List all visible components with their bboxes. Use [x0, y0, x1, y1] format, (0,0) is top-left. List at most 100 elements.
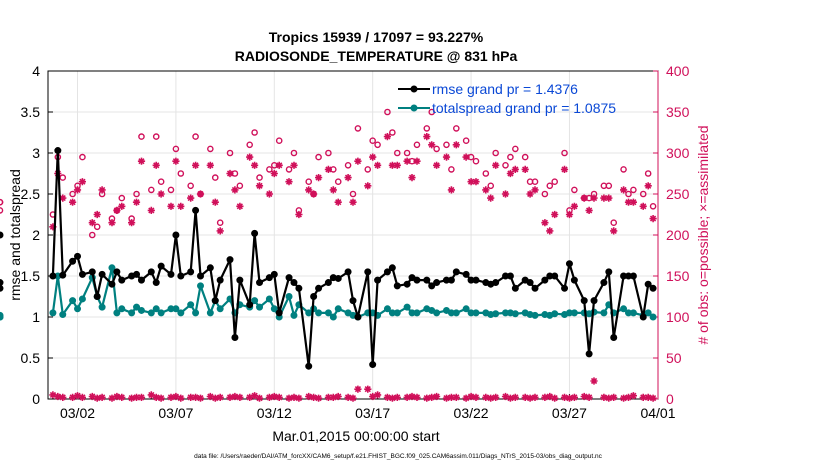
totalspread-point: [128, 309, 136, 317]
rejected-obs-marker: [118, 393, 126, 401]
totalspread-point: [452, 309, 460, 317]
rmse-point: [580, 297, 588, 305]
rejected-obs-marker: [132, 393, 141, 401]
rejected-obs-marker: [172, 392, 180, 401]
totalspread-point: [393, 309, 401, 317]
assimilated-obs-marker: [551, 210, 559, 219]
rejected-obs-marker: [192, 393, 200, 401]
rmse-point: [600, 279, 608, 287]
assimilated-obs-marker: [482, 186, 490, 194]
possible-obs-marker: [428, 108, 436, 116]
possible-obs-marker: [133, 190, 140, 198]
totalspread-point: [462, 305, 470, 313]
totalspread-point: [383, 305, 391, 313]
possible-obs-marker: [443, 141, 450, 149]
rejected-obs-marker: [580, 392, 588, 401]
possible-obs-marker: [403, 149, 411, 157]
rmse-point: [374, 276, 382, 284]
assimilated-obs-marker: [506, 169, 514, 178]
possible-obs-marker: [0, 198, 4, 206]
possible-obs-marker: [433, 145, 440, 153]
totalspread-point: [620, 305, 628, 313]
assimilated-obs-marker: [49, 223, 57, 231]
rejected-obs-marker: [54, 392, 62, 401]
possible-obs-marker: [305, 178, 313, 185]
y-tick-label: 1.5: [21, 268, 41, 284]
rejected-obs-marker: [541, 393, 549, 401]
possible-obs-marker: [610, 219, 618, 226]
assimilated-obs-marker: [98, 186, 106, 194]
assimilated-obs-marker: [167, 202, 175, 210]
assimilated-obs-marker: [113, 206, 121, 214]
x-tick-label: 03/17: [355, 405, 390, 421]
totalspread-point: [290, 311, 298, 319]
assimilated-obs-marker: [374, 161, 382, 169]
totalspread-point: [413, 309, 421, 317]
assimilated-obs-marker: [132, 198, 141, 206]
possible-obs-marker: [630, 186, 637, 194]
assimilated-obs-marker: [344, 174, 352, 182]
assimilated-obs-marker: [265, 190, 273, 198]
rmse-point: [93, 293, 101, 300]
totalspread-point: [251, 297, 259, 305]
assimilated-obs-marker: [590, 194, 598, 202]
x-tick-label: 03/12: [257, 405, 292, 421]
possible-obs-marker: [448, 166, 455, 173]
assimilated-obs-marker: [187, 194, 195, 202]
assimilated-obs-marker: [216, 227, 224, 235]
rmse-point: [383, 268, 391, 276]
rmse-point: [251, 229, 259, 237]
rmse-point: [526, 279, 534, 287]
rmse-point: [137, 276, 145, 284]
rmse-point: [462, 270, 470, 278]
possible-obs-marker: [423, 125, 431, 132]
rejected-obs-marker: [206, 392, 214, 401]
rmse-point: [452, 268, 460, 276]
rmse-point: [413, 276, 421, 284]
y-tick-label: 2: [32, 227, 40, 243]
assimilated-obs-marker: [585, 206, 593, 214]
rmse-point: [585, 350, 593, 358]
rejected-obs-marker: [265, 393, 273, 401]
legend-spread-marker: [410, 104, 418, 112]
possible-obs-marker: [571, 186, 578, 194]
totalspread-point: [192, 309, 200, 317]
rmse-point: [570, 276, 578, 284]
assimilated-obs-marker: [531, 186, 539, 194]
y-axis-label: rmse and totalspread: [7, 169, 23, 301]
rmse-point: [118, 276, 126, 284]
totalspread-point: [315, 309, 323, 317]
assimilated-obs-marker: [349, 198, 357, 206]
y-tick-label: 4: [32, 63, 40, 79]
assimilated-obs-marker: [442, 153, 451, 161]
rejected-obs-marker: [93, 394, 101, 402]
rmse-point: [403, 280, 411, 288]
totalspread-point: [177, 309, 185, 317]
rejected-obs-marker: [354, 385, 362, 393]
rejected-obs-marker: [167, 393, 175, 401]
totalspread-point: [270, 305, 278, 313]
x-tick-label: 03/02: [60, 405, 95, 421]
assimilated-obs-marker: [526, 190, 534, 198]
totalspread-point: [256, 303, 264, 311]
rejected-obs-marker: [108, 394, 116, 402]
assimilated-obs-marker: [610, 227, 618, 235]
possible-obs-marker: [88, 231, 96, 239]
rmse-point: [447, 276, 455, 284]
totalspread-point: [113, 309, 121, 317]
rmse-point: [231, 334, 239, 341]
rmse-point: [192, 206, 200, 214]
rmse-point: [59, 271, 67, 279]
totalspread-point: [492, 310, 500, 318]
possible-obs-marker: [275, 137, 283, 144]
possible-obs-marker: [531, 178, 539, 185]
legend-rmse-label: rmse grand pr = 1.4376: [432, 81, 578, 97]
rejected-obs-marker: [511, 393, 519, 401]
assimilated-obs-marker: [152, 161, 160, 169]
assimilated-obs-marker: [329, 186, 337, 194]
rmse-point: [531, 284, 539, 292]
assimilated-obs-marker: [428, 141, 436, 149]
y-tick-label: 2.5: [21, 186, 41, 202]
rmse-point: [644, 280, 652, 288]
